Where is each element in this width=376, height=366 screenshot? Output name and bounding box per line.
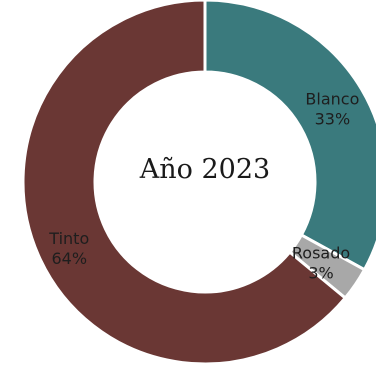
slice-value-rosado: 3% xyxy=(308,263,333,282)
slice-label-blanco: Blanco xyxy=(305,90,359,109)
slice-label-tinto: Tinto xyxy=(48,229,89,248)
slice-value-blanco: 33% xyxy=(315,110,351,129)
donut-slices xyxy=(21,0,376,366)
slice-blanco xyxy=(203,0,376,272)
chart-title: Año 2023 xyxy=(139,154,270,185)
slice-tinto xyxy=(21,0,348,366)
slice-label-rosado: Rosado xyxy=(292,243,350,262)
slice-value-tinto: 64% xyxy=(51,249,87,268)
